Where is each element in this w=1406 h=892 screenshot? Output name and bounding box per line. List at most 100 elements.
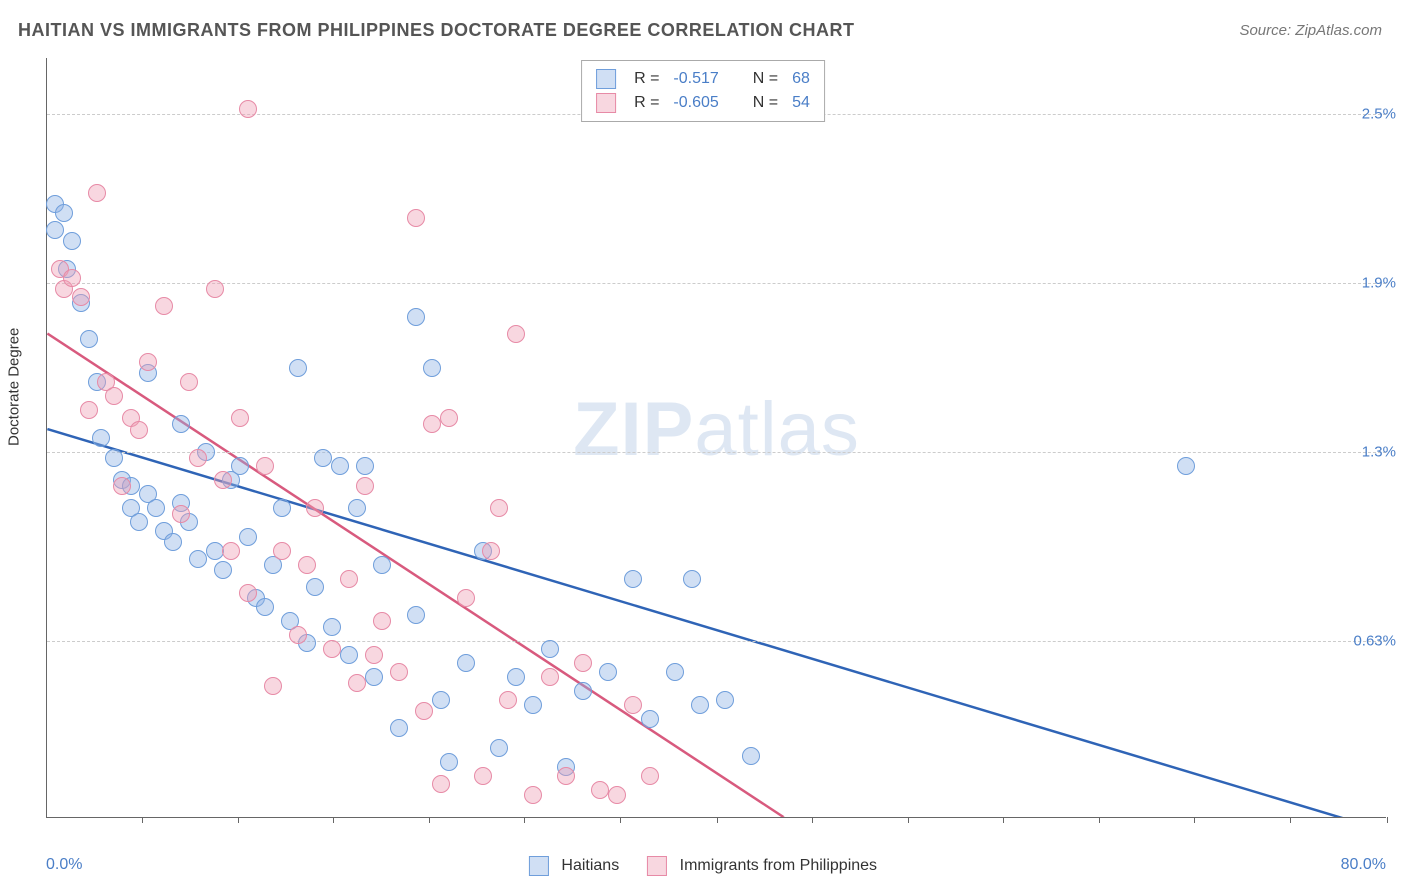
scatter-point	[574, 654, 592, 672]
y-axis-label: Doctorate Degree	[6, 328, 23, 446]
scatter-point	[340, 570, 358, 588]
scatter-point	[666, 663, 684, 681]
scatter-point	[390, 663, 408, 681]
scatter-point	[55, 204, 73, 222]
scatter-point	[407, 606, 425, 624]
scatter-point	[373, 556, 391, 574]
x-tick	[238, 817, 239, 823]
series-legend: Haitians Immigrants from Philippines	[529, 856, 877, 876]
scatter-point	[63, 232, 81, 250]
scatter-point	[507, 668, 525, 686]
scatter-point	[46, 221, 64, 239]
scatter-point	[88, 184, 106, 202]
y-tick-label: 1.9%	[1362, 275, 1396, 292]
scatter-point	[323, 618, 341, 636]
scatter-point	[432, 691, 450, 709]
scatter-point	[415, 702, 433, 720]
x-axis-max-label: 80.0%	[1341, 856, 1386, 874]
scatter-point	[557, 767, 575, 785]
scatter-point	[490, 499, 508, 517]
scatter-point	[206, 542, 224, 560]
scatter-point	[457, 589, 475, 607]
scatter-point	[440, 409, 458, 427]
scatter-point	[407, 209, 425, 227]
scatter-point	[273, 499, 291, 517]
scatter-point	[356, 477, 374, 495]
scatter-point	[432, 775, 450, 793]
scatter-point	[273, 542, 291, 560]
scatter-point	[340, 646, 358, 664]
r-label-2: R =	[634, 91, 659, 115]
legend-label-2: Immigrants from Philippines	[680, 857, 877, 874]
n-label-1: N =	[753, 67, 778, 91]
scatter-point	[407, 308, 425, 326]
scatter-point	[139, 353, 157, 371]
scatter-point	[130, 513, 148, 531]
x-tick	[1003, 817, 1004, 823]
scatter-point	[155, 297, 173, 315]
scatter-point	[189, 550, 207, 568]
scatter-point	[641, 710, 659, 728]
scatter-point	[180, 373, 198, 391]
x-tick	[620, 817, 621, 823]
scatter-point	[306, 578, 324, 596]
scatter-point	[541, 640, 559, 658]
scatter-point	[482, 542, 500, 560]
scatter-point	[641, 767, 659, 785]
watermark: ZIPatlas	[573, 385, 860, 472]
scatter-point	[80, 330, 98, 348]
scatter-point	[624, 696, 642, 714]
swatch-philippines	[647, 856, 667, 876]
scatter-point	[691, 696, 709, 714]
scatter-point	[189, 449, 207, 467]
chart-title: HAITIAN VS IMMIGRANTS FROM PHILIPPINES D…	[18, 20, 855, 41]
scatter-point	[231, 409, 249, 427]
x-tick	[142, 817, 143, 823]
scatter-point	[164, 533, 182, 551]
scatter-point	[92, 429, 110, 447]
x-axis-min-label: 0.0%	[46, 856, 82, 874]
x-tick	[1387, 817, 1388, 823]
r-value-1: -0.517	[673, 67, 718, 91]
scatter-point	[457, 654, 475, 672]
scatter-point	[541, 668, 559, 686]
n-value-1: 68	[792, 67, 810, 91]
scatter-point	[289, 626, 307, 644]
scatter-point	[72, 288, 90, 306]
scatter-point	[499, 691, 517, 709]
scatter-point	[323, 640, 341, 658]
scatter-point	[214, 471, 232, 489]
scatter-point	[624, 570, 642, 588]
scatter-point	[231, 457, 249, 475]
stats-row-2: R = -0.605 N = 54	[596, 91, 810, 115]
scatter-point	[524, 786, 542, 804]
stats-legend: R = -0.517 N = 68 R = -0.605 N = 54	[581, 60, 825, 122]
legend-item-1: Haitians	[529, 856, 619, 876]
scatter-point	[608, 786, 626, 804]
n-value-2: 54	[792, 91, 810, 115]
scatter-point	[599, 663, 617, 681]
gridline	[47, 641, 1386, 642]
scatter-point	[314, 449, 332, 467]
scatter-point	[214, 561, 232, 579]
scatter-point	[365, 646, 383, 664]
scatter-point	[206, 280, 224, 298]
legend-item-2: Immigrants from Philippines	[647, 856, 877, 876]
x-tick	[429, 817, 430, 823]
scatter-point	[289, 359, 307, 377]
scatter-point	[222, 542, 240, 560]
scatter-point	[474, 767, 492, 785]
legend-label-1: Haitians	[561, 857, 619, 874]
scatter-point	[105, 449, 123, 467]
x-tick	[524, 817, 525, 823]
scatter-point	[574, 682, 592, 700]
scatter-point	[356, 457, 374, 475]
scatter-point	[239, 584, 257, 602]
swatch-series2	[596, 93, 616, 113]
scatter-point	[172, 505, 190, 523]
scatter-point	[365, 668, 383, 686]
scatter-point	[239, 528, 257, 546]
scatter-point	[348, 674, 366, 692]
scatter-point	[256, 598, 274, 616]
scatter-point	[507, 325, 525, 343]
